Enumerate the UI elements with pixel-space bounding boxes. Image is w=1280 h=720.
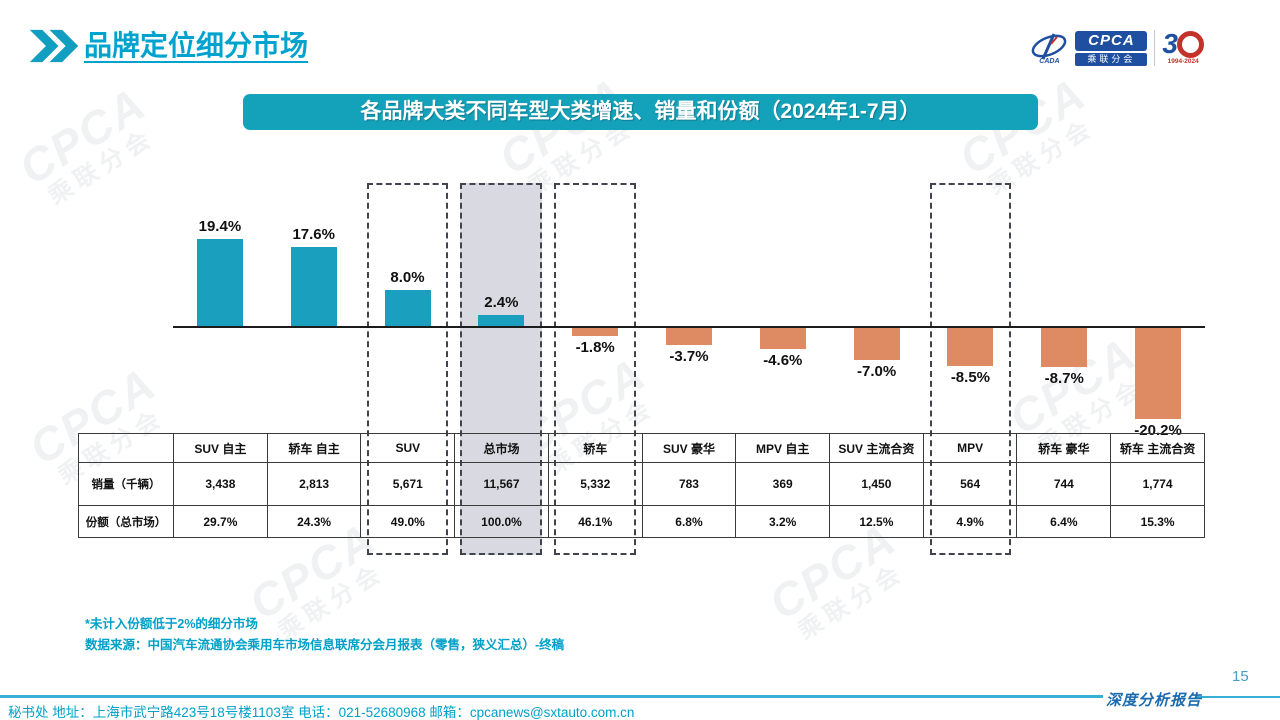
bar-value-label: -4.6%	[763, 351, 803, 369]
sales-cell-总市场: 11,567	[454, 462, 549, 506]
column-header-轿车 自主: 轿车 自主	[266, 433, 362, 463]
cpca-label: CPCA	[1075, 30, 1148, 51]
sales-cell-轿车: 5,332	[547, 462, 643, 506]
bar-轿车 自主	[290, 246, 337, 326]
bar-value-label: -1.8%	[575, 339, 615, 357]
chart-column-7: -4.6%	[736, 180, 830, 433]
share-cell-轿车: 46.1%	[547, 505, 643, 538]
column-header-总市场: 总市场	[454, 433, 549, 463]
highlight-box-轿车	[554, 183, 637, 555]
cpca-logo: CADA CPCA 乘联分会 3 1994-2024	[1030, 30, 1204, 66]
bar-value-label: -8.5%	[950, 369, 990, 387]
cada-label: CADA	[1039, 57, 1060, 65]
bar-SUV 自主	[196, 238, 243, 326]
bar-value-label: 17.6%	[292, 225, 335, 243]
cpca-subtitle: 乘联分会	[1075, 52, 1148, 66]
chart-title-banner: 各品牌大类不同车型大类增速、销量和份额（2024年1-7月）	[243, 94, 1038, 130]
chart-column-3: 8.0%	[361, 180, 455, 433]
column-header-SUV 豪华: SUV 豪华	[641, 433, 737, 463]
sales-cell-SUV 自主: 3,438	[173, 462, 268, 506]
chart-column-11: -20.2%	[1111, 180, 1205, 439]
chart-column-5: -1.8%	[548, 180, 642, 433]
column-header-轿车: 轿车	[547, 433, 643, 463]
share-cell-SUV 主流合资: 12.5%	[829, 505, 924, 538]
bar-轿车 主流合资	[1135, 328, 1182, 419]
bar-value-label: -7.0%	[857, 362, 897, 380]
chart-column-4: 2.4%	[454, 180, 548, 433]
corner-cell	[78, 433, 174, 463]
bar-value-label: -3.7%	[669, 347, 709, 365]
sales-cell-MPV: 564	[922, 462, 1018, 506]
sales-row-label: 销量（千辆）	[78, 462, 174, 506]
column-header-SUV 自主: SUV 自主	[173, 433, 268, 463]
chart-column-9: -8.5%	[924, 180, 1018, 433]
chart-column-8: -7.0%	[830, 180, 924, 433]
bar-value-label: 19.4%	[198, 217, 242, 235]
zero-axis-line	[173, 326, 1205, 328]
data-table: SUV 自主 轿车 自主 SUV 总市场 轿车 SUV 豪华 MPV 自主 SUV 主流合资 M…	[78, 433, 1205, 538]
share-cell-总市场: 100.0%	[454, 505, 549, 538]
watermark-text: CPCA	[9, 77, 155, 195]
chart-column-10: -8.7%	[1017, 180, 1111, 433]
share-cell-轿车 自主: 24.3%	[266, 505, 362, 538]
share-cell-轿车 豪华: 6.4%	[1016, 505, 1112, 538]
bar-value-label: 2.4%	[484, 294, 519, 312]
share-cell-MPV 自主: 3.2%	[735, 505, 831, 538]
footnote-source: 数据来源：中国汽车流通协会乘用车市场信息联席分会月报表（零售，狭义汇总）-终稿	[85, 638, 565, 652]
column-header-MPV 自主: MPV 自主	[735, 433, 831, 463]
sales-cell-SUV 豪华: 783	[641, 462, 737, 506]
anniversary-ring-icon	[1177, 30, 1204, 58]
sales-cell-轿车 自主: 2,813	[266, 462, 362, 506]
bar-SUV	[384, 290, 431, 326]
page-number: 15	[1232, 668, 1249, 685]
chart-column-2: 17.6%	[267, 180, 361, 433]
bar-MPV 自主	[759, 328, 806, 349]
sales-cell-SUV 主流合资: 1,450	[829, 462, 924, 506]
bar-总市场	[478, 315, 525, 326]
report-series-label: 深度分析报告	[1106, 691, 1203, 709]
sales-cell-轿车 豪华: 744	[1016, 462, 1112, 506]
share-row-label: 份额（总市场）	[78, 505, 174, 538]
share-cell-SUV 自主: 29.7%	[173, 505, 268, 538]
bar-chart-figure: 19.4% 17.6% 8.0% 2.4% -1.8% -3.7% -4.6% -7.0% -8…	[78, 180, 1205, 558]
sales-cell-MPV 自主: 369	[735, 462, 831, 506]
watermark-text: 乘联分会	[793, 558, 910, 646]
highlight-box-SUV	[366, 183, 449, 555]
footnote-threshold: *未计入份额低于2%的细分市场	[85, 617, 258, 631]
column-header-SUV 主流合资: SUV 主流合资	[829, 433, 924, 463]
logo-divider	[1154, 30, 1156, 66]
footer-divider-line-right	[1196, 696, 1280, 698]
share-cell-轿车 主流合资: 15.3%	[1110, 505, 1205, 538]
bar-SUV 豪华	[665, 328, 712, 345]
anniversary-number: 3	[1162, 28, 1178, 60]
page-title: 品牌定位细分市场	[84, 30, 309, 61]
bar-value-label: -8.7%	[1044, 370, 1084, 388]
share-cell-MPV: 4.9%	[922, 505, 1018, 538]
bar-MPV	[947, 328, 994, 367]
column-header-MPV: MPV	[922, 433, 1018, 463]
cada-emblem-icon: CADA	[1030, 32, 1068, 65]
share-cell-SUV: 49.0%	[360, 505, 456, 538]
column-header-SUV: SUV	[360, 433, 456, 463]
bar-轿车	[572, 328, 619, 337]
sales-cell-轿车 主流合资: 1,774	[1110, 462, 1205, 506]
bar-轿车 豪华	[1041, 328, 1088, 368]
footer-divider-line	[0, 695, 1103, 698]
anniversary-badge: 3 1994-2024	[1162, 30, 1204, 66]
highlight-box-MPV	[929, 183, 1012, 555]
anniversary-years: 1994-2024	[1167, 58, 1199, 66]
chevron-icon	[28, 26, 80, 71]
footnotes: *未计入份额低于2%的细分市场 数据来源：中国汽车流通协会乘用车市场信息联席分会…	[85, 614, 564, 656]
sales-cell-SUV: 5,671	[360, 462, 456, 506]
bar-columns: 19.4% 17.6% 8.0% 2.4% -1.8% -3.7% -4.6% -7.0% -8…	[173, 180, 1205, 439]
footer-contact: 秘书处 地址：上海市武宁路423号18号楼1103室 电话：021-526809…	[8, 705, 635, 720]
share-cell-SUV 豪华: 6.8%	[641, 505, 737, 538]
chart-column-6: -3.7%	[642, 180, 736, 433]
chart-column-1: 19.4%	[173, 180, 267, 433]
bar-value-label: 8.0%	[390, 269, 425, 286]
column-header-轿车 主流合资: 轿车 主流合资	[1110, 433, 1205, 463]
column-header-轿车 豪华: 轿车 豪华	[1016, 433, 1112, 463]
bar-SUV 主流合资	[853, 328, 900, 360]
